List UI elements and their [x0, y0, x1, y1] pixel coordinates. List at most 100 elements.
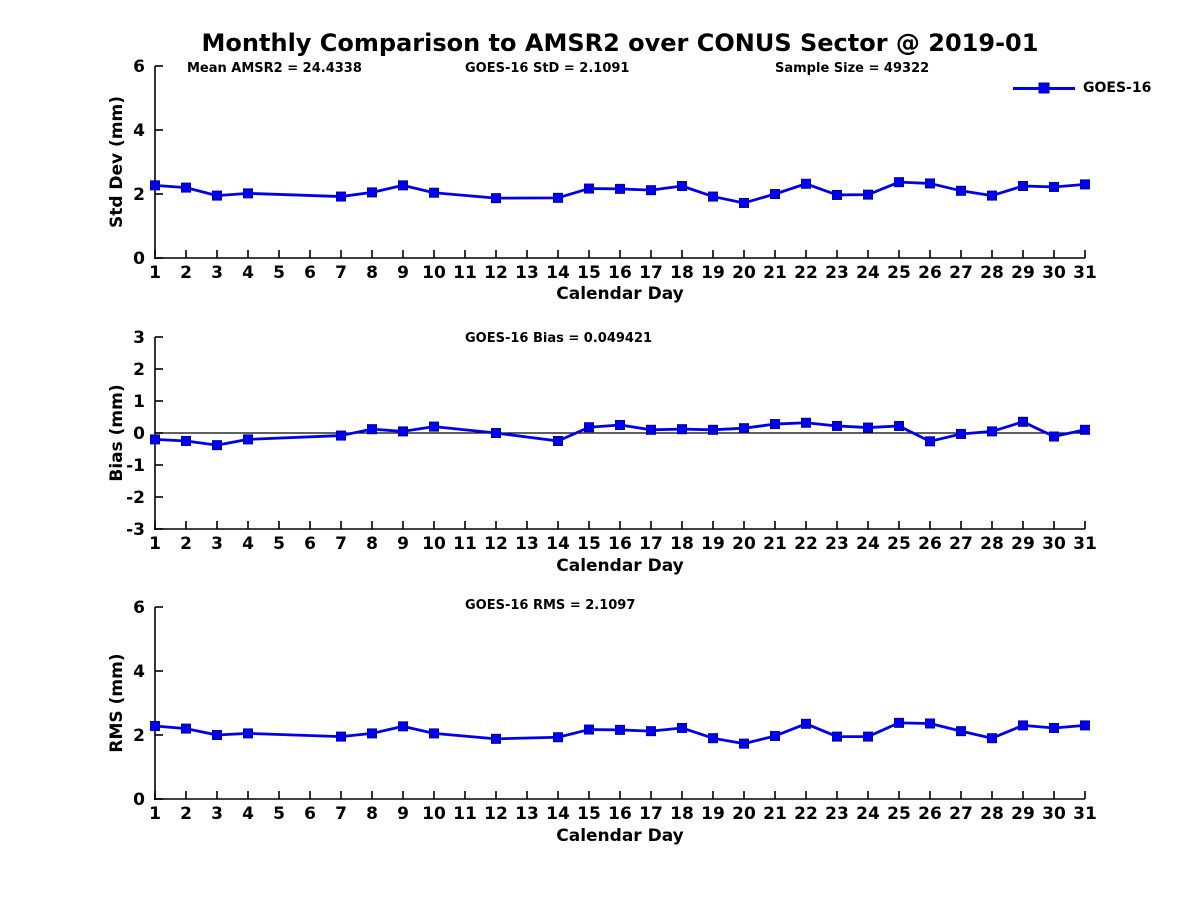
- data-point-marker: [1018, 416, 1028, 427]
- x-tick-label: 5: [273, 804, 285, 824]
- x-tick-label: 19: [701, 804, 725, 824]
- x-tick-label: 6: [304, 534, 316, 554]
- x-tick-label: 15: [577, 804, 601, 824]
- x-tick-label: 9: [397, 804, 409, 824]
- data-point-marker: [398, 721, 408, 732]
- data-point-marker: [553, 732, 563, 743]
- x-tick-label: 7: [335, 804, 347, 824]
- x-tick-label: 16: [608, 263, 632, 283]
- data-point-marker: [398, 426, 408, 437]
- x-tick-label: 30: [1042, 534, 1066, 554]
- data-point-marker: [615, 420, 625, 430]
- x-tick-label: 28: [980, 804, 1004, 824]
- x-tick-label: 1: [149, 534, 161, 554]
- x-tick-label: 3: [211, 804, 223, 824]
- x-tick-label: 18: [670, 263, 694, 283]
- series-markers-bias: [150, 416, 1090, 451]
- data-point-marker: [708, 191, 718, 202]
- data-point-marker: [677, 181, 687, 191]
- y-tick-label: 2: [133, 185, 145, 205]
- x-tick-label: 29: [1011, 263, 1035, 283]
- y-tick-label: 3: [133, 328, 145, 348]
- data-point-marker: [212, 190, 222, 201]
- y-tick-label: -1: [126, 456, 145, 476]
- x-tick-label: 5: [273, 534, 285, 554]
- data-point-marker: [739, 197, 749, 208]
- data-point-marker: [336, 191, 346, 202]
- data-point-marker: [491, 193, 501, 204]
- x-tick-label: 28: [980, 263, 1004, 283]
- x-tick-label: 26: [918, 804, 942, 824]
- x-tick-label: 9: [397, 534, 409, 554]
- x-tick-label: 7: [335, 263, 347, 283]
- data-point-marker: [1080, 424, 1090, 435]
- data-point-marker: [243, 728, 253, 739]
- series-markers-rms: [150, 717, 1090, 749]
- data-point-marker: [708, 733, 718, 744]
- x-tick-label: 2: [180, 804, 192, 824]
- data-point-marker: [212, 730, 222, 740]
- data-point-marker: [491, 733, 501, 744]
- data-point-marker: [894, 717, 904, 728]
- x-tick-label: 9: [397, 263, 409, 283]
- data-point-marker: [1018, 181, 1028, 191]
- data-point-marker: [398, 180, 408, 191]
- x-tick-label: 29: [1011, 534, 1035, 554]
- data-point-marker: [956, 428, 966, 439]
- data-point-marker: [832, 420, 842, 431]
- data-point-marker: [894, 420, 904, 431]
- data-point-marker: [367, 728, 377, 739]
- x-tick-label: 22: [794, 804, 818, 824]
- data-point-marker: [770, 730, 780, 741]
- x-tick-label: 27: [949, 263, 973, 283]
- legend-series-label: GOES-16: [1083, 80, 1152, 96]
- data-point-marker: [1018, 720, 1028, 731]
- x-axis-label-calendar-day-1: Calendar Day: [556, 284, 684, 304]
- y-tick-label: 4: [133, 662, 145, 682]
- y-tick-label: 0: [133, 790, 145, 810]
- data-point-marker: [429, 421, 439, 432]
- data-point-marker: [894, 177, 904, 188]
- x-tick-label: 21: [763, 534, 787, 554]
- x-tick-label: 25: [887, 804, 911, 824]
- data-point-marker: [801, 718, 811, 729]
- x-tick-label: 4: [242, 263, 254, 283]
- data-point-marker: [181, 436, 191, 446]
- stat-goes16-bias: GOES-16 Bias = 0.049421: [465, 331, 653, 346]
- data-point-marker: [1049, 181, 1059, 192]
- x-tick-label: 17: [639, 804, 663, 824]
- x-tick-label: 31: [1073, 263, 1097, 283]
- x-tick-label: 8: [366, 263, 378, 283]
- data-point-marker: [646, 424, 656, 435]
- x-tick-label: 4: [242, 534, 254, 554]
- data-point-marker: [646, 185, 656, 196]
- x-tick-label: 20: [732, 804, 756, 824]
- data-point-marker: [553, 436, 563, 446]
- x-tick-label: 25: [887, 263, 911, 283]
- x-tick-label: 1: [149, 804, 161, 824]
- data-point-marker: [677, 722, 687, 733]
- y-tick-label: 4: [133, 121, 145, 141]
- x-tick-label: 26: [918, 534, 942, 554]
- y-tick-label: -3: [126, 520, 145, 540]
- x-tick-label: 12: [484, 534, 508, 554]
- data-point-marker: [212, 440, 222, 451]
- data-point-marker: [770, 189, 780, 199]
- x-tick-label: 7: [335, 534, 347, 554]
- data-point-marker: [987, 190, 997, 201]
- x-tick-label: 18: [670, 804, 694, 824]
- data-point-marker: [150, 721, 160, 732]
- y-tick-label: -2: [126, 488, 145, 508]
- x-axis-label-calendar-day-2: Calendar Day: [556, 556, 684, 576]
- x-tick-label: 1: [149, 263, 161, 283]
- legend-square-marker-icon: [1038, 82, 1050, 94]
- x-tick-label: 16: [608, 534, 632, 554]
- data-point-marker: [584, 724, 594, 735]
- data-point-marker: [491, 428, 501, 438]
- data-point-marker: [770, 419, 780, 430]
- stat-goes16-rms: GOES-16 RMS = 2.1097: [465, 598, 636, 613]
- legend-line-sample-icon: [1013, 82, 1075, 94]
- x-tick-label: 27: [949, 534, 973, 554]
- legend: GOES-16: [1013, 80, 1151, 96]
